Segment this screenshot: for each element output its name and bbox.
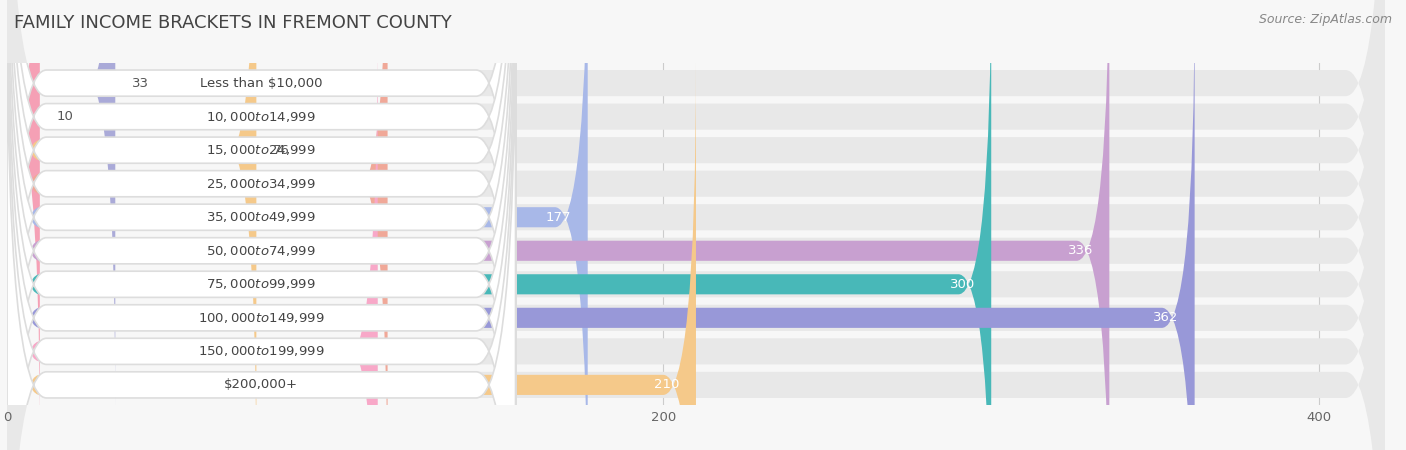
FancyBboxPatch shape bbox=[7, 0, 516, 450]
FancyBboxPatch shape bbox=[7, 0, 1385, 450]
FancyBboxPatch shape bbox=[7, 0, 115, 408]
FancyBboxPatch shape bbox=[7, 0, 516, 450]
FancyBboxPatch shape bbox=[7, 0, 1385, 450]
FancyBboxPatch shape bbox=[7, 0, 588, 450]
Text: $35,000 to $49,999: $35,000 to $49,999 bbox=[207, 210, 316, 224]
FancyBboxPatch shape bbox=[7, 60, 696, 450]
Text: $200,000+: $200,000+ bbox=[225, 378, 298, 392]
Text: 116: 116 bbox=[346, 177, 371, 190]
Text: 177: 177 bbox=[546, 211, 571, 224]
Text: 336: 336 bbox=[1067, 244, 1092, 257]
FancyBboxPatch shape bbox=[7, 0, 256, 450]
FancyBboxPatch shape bbox=[7, 0, 1195, 450]
Text: $75,000 to $99,999: $75,000 to $99,999 bbox=[207, 277, 316, 291]
FancyBboxPatch shape bbox=[7, 0, 516, 450]
FancyBboxPatch shape bbox=[7, 0, 1385, 450]
FancyBboxPatch shape bbox=[7, 0, 516, 450]
FancyBboxPatch shape bbox=[7, 0, 516, 450]
FancyBboxPatch shape bbox=[7, 0, 516, 450]
Text: $50,000 to $74,999: $50,000 to $74,999 bbox=[207, 244, 316, 258]
FancyBboxPatch shape bbox=[7, 0, 991, 450]
FancyBboxPatch shape bbox=[7, 0, 388, 450]
Text: $100,000 to $149,999: $100,000 to $149,999 bbox=[198, 311, 325, 325]
Text: Source: ZipAtlas.com: Source: ZipAtlas.com bbox=[1258, 14, 1392, 27]
Text: 76: 76 bbox=[273, 144, 290, 157]
Text: $25,000 to $34,999: $25,000 to $34,999 bbox=[207, 177, 316, 191]
Text: 113: 113 bbox=[336, 345, 361, 358]
FancyBboxPatch shape bbox=[7, 0, 1385, 450]
FancyBboxPatch shape bbox=[7, 0, 1385, 450]
Text: 362: 362 bbox=[1153, 311, 1178, 324]
Text: 10: 10 bbox=[56, 110, 73, 123]
Text: 210: 210 bbox=[654, 378, 679, 392]
FancyBboxPatch shape bbox=[7, 0, 1385, 450]
Text: $15,000 to $24,999: $15,000 to $24,999 bbox=[207, 143, 316, 157]
FancyBboxPatch shape bbox=[7, 0, 516, 450]
Text: $10,000 to $14,999: $10,000 to $14,999 bbox=[207, 110, 316, 124]
Text: Less than $10,000: Less than $10,000 bbox=[200, 76, 322, 90]
Text: FAMILY INCOME BRACKETS IN FREMONT COUNTY: FAMILY INCOME BRACKETS IN FREMONT COUNTY bbox=[14, 14, 451, 32]
FancyBboxPatch shape bbox=[7, 0, 1385, 450]
FancyBboxPatch shape bbox=[7, 0, 1385, 450]
FancyBboxPatch shape bbox=[7, 0, 516, 450]
Text: 300: 300 bbox=[949, 278, 974, 291]
FancyBboxPatch shape bbox=[7, 0, 516, 450]
FancyBboxPatch shape bbox=[7, 26, 378, 450]
Text: 33: 33 bbox=[132, 76, 149, 90]
FancyBboxPatch shape bbox=[7, 0, 1109, 450]
FancyBboxPatch shape bbox=[7, 0, 516, 450]
Text: $150,000 to $199,999: $150,000 to $199,999 bbox=[198, 344, 325, 358]
FancyBboxPatch shape bbox=[7, 0, 1385, 450]
FancyBboxPatch shape bbox=[7, 0, 39, 442]
FancyBboxPatch shape bbox=[7, 0, 1385, 450]
